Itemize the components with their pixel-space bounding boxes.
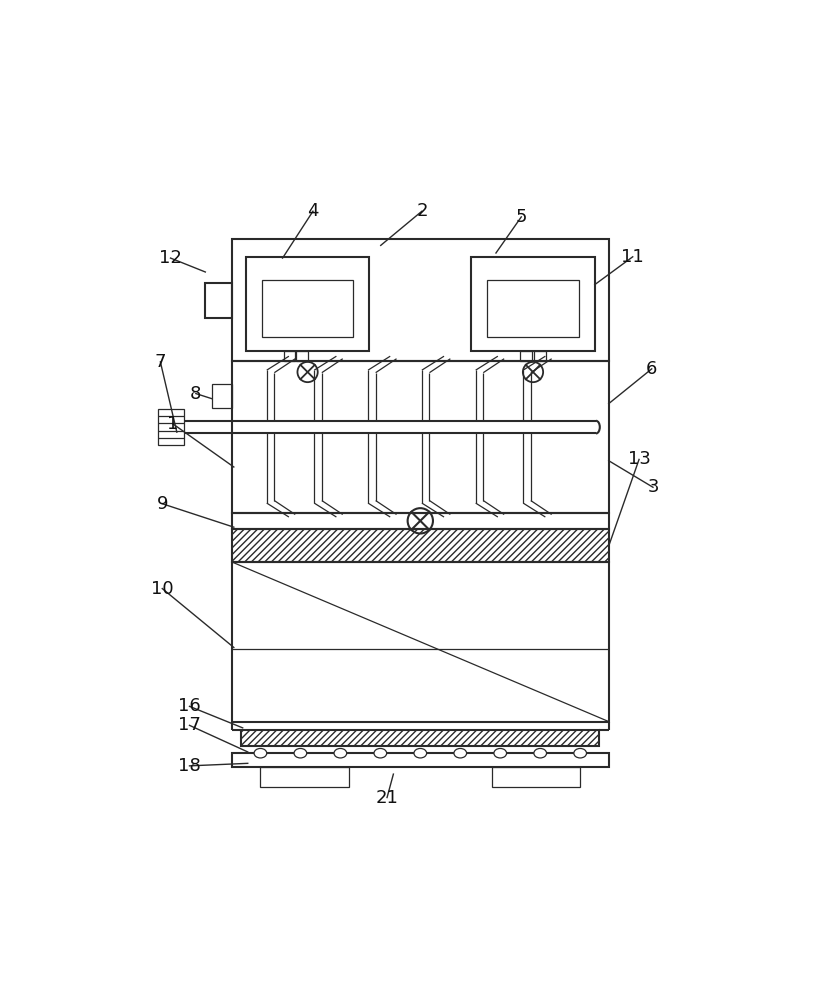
Bar xyxy=(520,351,532,361)
Text: 13: 13 xyxy=(627,450,650,468)
Text: 2: 2 xyxy=(416,202,427,220)
Text: 7: 7 xyxy=(154,353,166,371)
Text: 11: 11 xyxy=(622,248,644,266)
Text: 6: 6 xyxy=(646,360,658,378)
Bar xyxy=(492,767,580,787)
Bar xyxy=(232,239,609,361)
Bar xyxy=(212,384,232,408)
Text: 8: 8 xyxy=(190,385,202,403)
Text: 18: 18 xyxy=(178,757,201,775)
Text: 16: 16 xyxy=(178,697,201,715)
Ellipse shape xyxy=(494,748,507,758)
Bar xyxy=(283,351,295,361)
Bar xyxy=(232,513,609,529)
Text: 4: 4 xyxy=(307,202,319,220)
Text: 21: 21 xyxy=(376,789,399,807)
Bar xyxy=(232,753,609,767)
Bar xyxy=(534,351,546,361)
Ellipse shape xyxy=(254,748,266,758)
Text: 12: 12 xyxy=(159,249,182,267)
Bar xyxy=(246,257,369,351)
Bar xyxy=(158,409,185,445)
Bar xyxy=(471,257,595,351)
Text: 9: 9 xyxy=(157,495,168,513)
Bar xyxy=(487,280,579,337)
Text: 17: 17 xyxy=(178,716,201,734)
Ellipse shape xyxy=(574,748,587,758)
Text: 1: 1 xyxy=(167,415,179,433)
Text: 10: 10 xyxy=(151,580,173,598)
Text: 3: 3 xyxy=(647,478,659,496)
Bar xyxy=(232,562,609,722)
Bar xyxy=(261,280,354,337)
Ellipse shape xyxy=(534,748,547,758)
Ellipse shape xyxy=(454,748,467,758)
Bar xyxy=(242,730,599,746)
Bar xyxy=(232,361,609,513)
Ellipse shape xyxy=(414,748,426,758)
Ellipse shape xyxy=(374,748,386,758)
Ellipse shape xyxy=(294,748,306,758)
Ellipse shape xyxy=(334,748,346,758)
Bar xyxy=(297,351,307,361)
Bar xyxy=(261,767,349,787)
Text: 5: 5 xyxy=(516,208,527,226)
Bar xyxy=(232,529,609,562)
Bar xyxy=(205,283,232,318)
